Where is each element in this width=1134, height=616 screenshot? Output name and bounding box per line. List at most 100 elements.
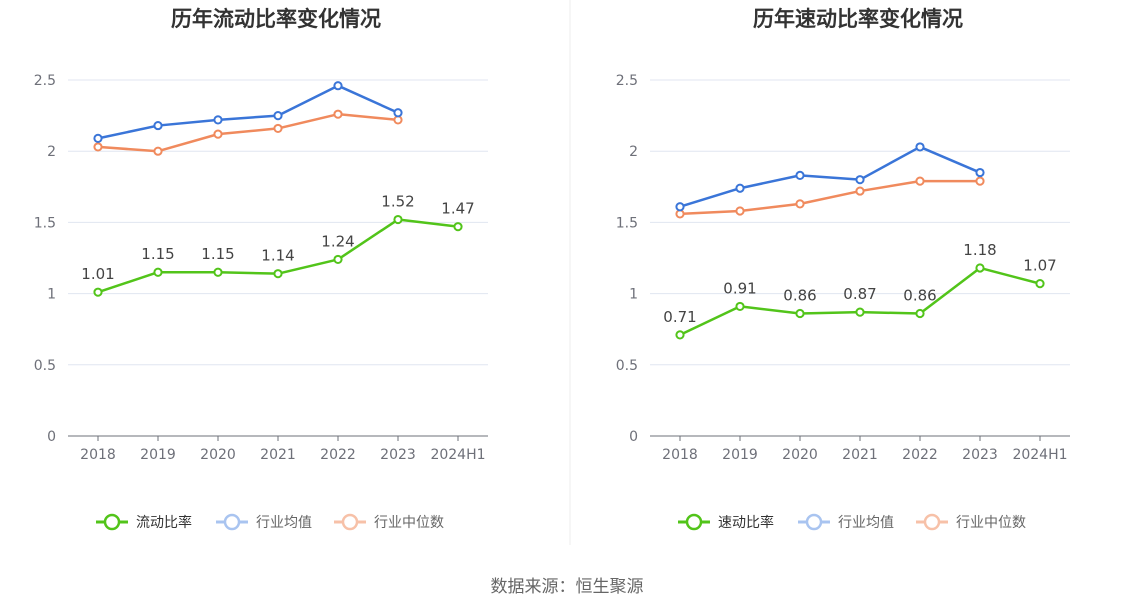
legend-marker-icon	[923, 513, 941, 531]
industry-median-series-line	[679, 179, 980, 216]
industry-median-point[interactable]	[153, 146, 163, 156]
industry-average-point[interactable]	[915, 142, 925, 152]
legend-marker-icon	[341, 513, 359, 531]
legend-item-industry-average[interactable]: 行业均值	[216, 513, 312, 531]
data-label: 0.71	[663, 308, 696, 326]
primary-ratio-point[interactable]	[393, 214, 403, 225]
data-label: 0.86	[783, 287, 816, 305]
y-tick-label: 0	[47, 429, 56, 445]
legend-item-industry-median[interactable]: 行业中位数	[916, 513, 1026, 531]
data-label: 1.15	[201, 245, 234, 263]
legend-item-primary-ratio[interactable]: 速动比率	[678, 513, 774, 531]
x-tick-label: 2021	[842, 447, 878, 463]
legend-marker-icon	[685, 513, 703, 531]
data-label: 1.52	[381, 193, 414, 211]
legend-marker-icon	[103, 513, 121, 531]
industry-average-point[interactable]	[333, 81, 343, 91]
industry-median-series-line	[97, 112, 399, 153]
primary-ratio-point[interactable]	[213, 267, 223, 277]
primary-ratio-point[interactable]	[795, 308, 805, 319]
industry-median-point[interactable]	[675, 209, 685, 219]
primary-ratio-point[interactable]	[93, 287, 103, 297]
primary-ratio-point[interactable]	[855, 307, 865, 317]
chart-title: 历年流动比率变化情况	[171, 7, 381, 31]
industry-median-point[interactable]	[393, 115, 403, 125]
industry-median-point[interactable]	[273, 123, 283, 134]
industry-average-point[interactable]	[855, 175, 865, 185]
legend-label: 行业均值	[256, 515, 312, 531]
industry-median-point[interactable]	[93, 142, 103, 152]
industry-average-point[interactable]	[153, 120, 163, 131]
x-tick-label: 2023	[380, 447, 416, 463]
chart-title: 历年速动比率变化情况	[753, 7, 963, 31]
data-label: 1.14	[261, 247, 294, 265]
industry-median-point[interactable]	[795, 199, 805, 209]
industry-median-point[interactable]	[333, 109, 343, 119]
y-tick-label: 2	[629, 144, 638, 160]
legend-item-industry-average[interactable]: 行业均值	[798, 513, 894, 531]
legend-marker-icon	[223, 513, 241, 531]
y-tick-label: 2.5	[34, 73, 56, 89]
legend-label: 流动比率	[136, 514, 192, 531]
industry-median-point[interactable]	[855, 186, 865, 196]
x-tick-label: 2024H1	[430, 447, 485, 463]
primary-ratio-point[interactable]	[975, 263, 985, 273]
industry-median-point[interactable]	[915, 176, 925, 186]
data-label: 0.91	[723, 279, 756, 297]
industry-average-series-line	[679, 145, 981, 208]
data-label: 1.15	[141, 245, 174, 263]
y-tick-label: 2.5	[616, 73, 638, 89]
x-tick-label: 2019	[722, 447, 758, 463]
x-tick-label: 2020	[782, 447, 818, 463]
y-tick-label: 2	[47, 144, 56, 160]
industry-average-point[interactable]	[975, 167, 985, 178]
x-tick-label: 2024H1	[1012, 447, 1067, 463]
y-tick-label: 1	[629, 287, 638, 303]
x-tick-label: 2018	[80, 447, 116, 463]
y-tick-label: 1.5	[34, 215, 56, 231]
legend-marker-icon	[805, 513, 823, 531]
industry-average-point[interactable]	[213, 115, 223, 125]
x-tick-label: 2022	[902, 447, 938, 463]
x-tick-label: 2020	[200, 447, 236, 463]
primary-ratio-point[interactable]	[675, 330, 685, 340]
primary-ratio-point[interactable]	[1035, 279, 1045, 289]
quick-ratio-chart: 历年速动比率变化情况 0 0.5 1 1.5 2 2.5 2018 2019 2020 2021 20…	[616, 7, 1070, 531]
legend-item-industry-median[interactable]: 行业中位数	[334, 513, 444, 531]
industry-median-point[interactable]	[735, 206, 745, 216]
data-label: 1.47	[441, 200, 474, 218]
y-tick-label: 0.5	[616, 358, 638, 374]
industry-average-point[interactable]	[795, 170, 805, 181]
primary-ratio-point[interactable]	[735, 301, 745, 312]
data-source-footer: 数据来源：恒生聚源	[491, 577, 644, 597]
industry-average-point[interactable]	[273, 111, 283, 121]
primary-ratio-point[interactable]	[453, 222, 463, 232]
legend-label: 行业中位数	[374, 515, 444, 531]
industry-average-series-line	[97, 84, 399, 140]
x-tick-label: 2022	[320, 447, 356, 463]
data-label: 1.01	[81, 265, 114, 283]
industry-average-point[interactable]	[735, 183, 745, 193]
data-label: 1.24	[321, 232, 354, 250]
industry-average-point[interactable]	[675, 202, 685, 212]
x-tick-label: 2021	[260, 447, 296, 463]
primary-ratio-point[interactable]	[273, 269, 283, 279]
data-label: 1.18	[963, 241, 996, 259]
primary-ratio-point[interactable]	[915, 308, 925, 319]
primary-ratio-point[interactable]	[333, 254, 343, 265]
data-label: 0.86	[903, 287, 936, 305]
industry-average-point[interactable]	[93, 133, 103, 143]
x-tick-label: 2023	[962, 447, 998, 463]
x-tick-label: 2019	[140, 447, 176, 463]
industry-median-point[interactable]	[975, 176, 985, 186]
industry-average-point[interactable]	[393, 108, 403, 118]
primary-ratio-point[interactable]	[153, 267, 163, 277]
legend-label: 行业中位数	[956, 515, 1026, 531]
legend-label: 速动比率	[718, 514, 774, 531]
legend-item-primary-ratio[interactable]: 流动比率	[96, 513, 192, 531]
industry-median-point[interactable]	[213, 129, 223, 139]
y-tick-label: 1	[47, 287, 56, 303]
y-tick-label: 0.5	[34, 358, 56, 374]
